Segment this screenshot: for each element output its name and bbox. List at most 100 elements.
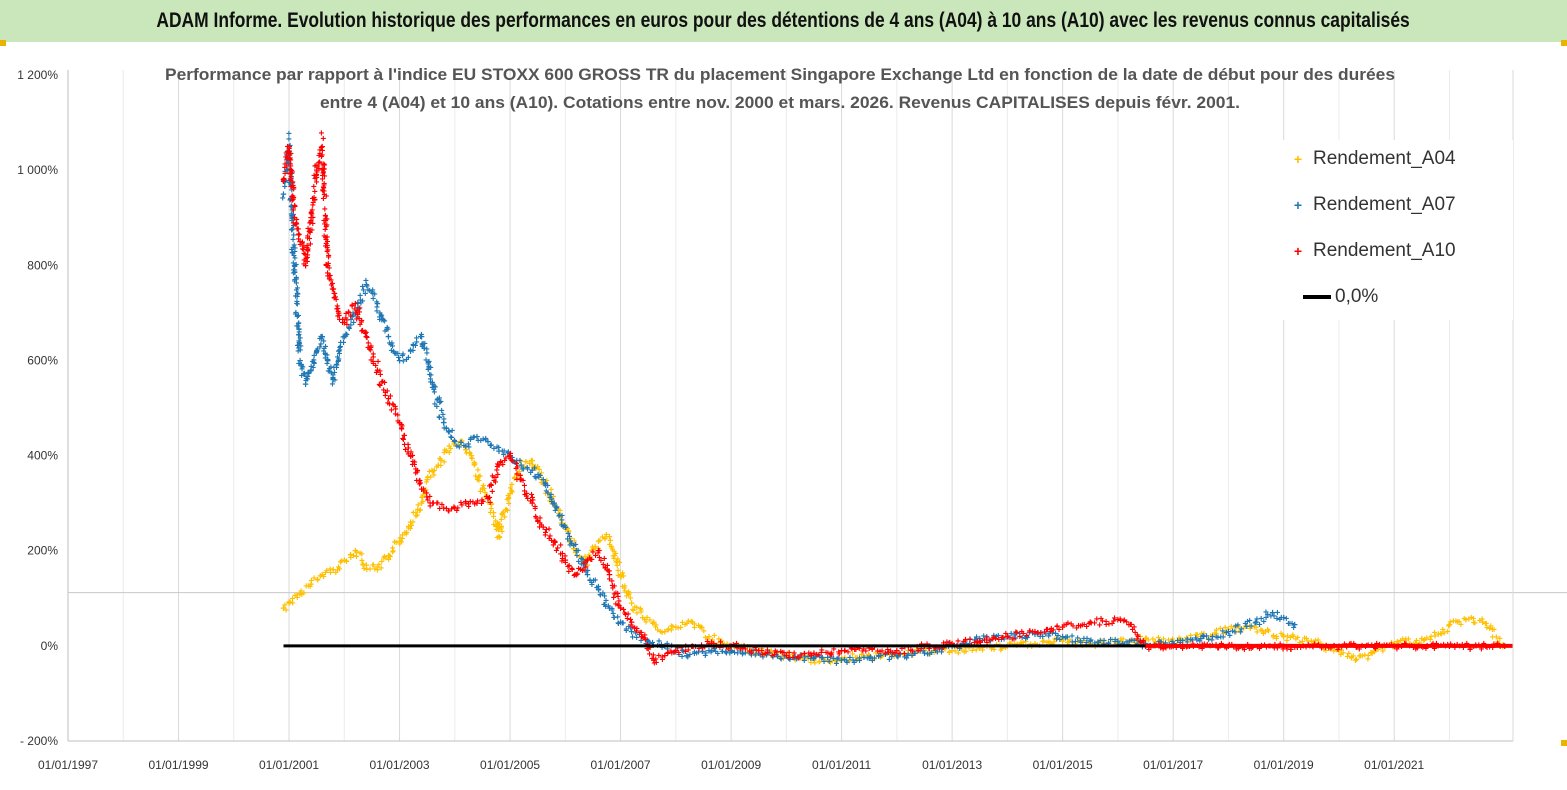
data-point-fill: + [1125, 637, 1131, 648]
data-point-fill: + [887, 650, 893, 661]
data-point-fill: + [1248, 622, 1254, 633]
data-point-fill: + [1112, 635, 1118, 646]
data-point: + [490, 508, 496, 520]
data-point-fill: + [842, 653, 848, 664]
data-point-fill: + [1235, 620, 1241, 631]
data-point-fill: + [1092, 642, 1098, 653]
data-point-fill: + [821, 657, 827, 668]
data-point-fill: + [1284, 636, 1290, 647]
data-point-fill: + [295, 347, 301, 358]
data-point-fill: + [450, 437, 456, 448]
data-point-fill: + [362, 289, 368, 300]
data-point-fill: + [835, 653, 841, 664]
data-point-fill: + [910, 649, 916, 660]
data-point-fill: + [675, 623, 681, 634]
data-point-fill: + [427, 370, 433, 381]
data-point-fill: + [284, 147, 290, 158]
y-tick-label: 1 200% [17, 68, 58, 82]
data-point-fill: + [991, 632, 997, 643]
data-point-fill: + [1083, 638, 1089, 649]
data-point-fill: + [610, 546, 616, 557]
data-point: + [949, 646, 955, 658]
data-point-fill: + [844, 658, 850, 669]
data-point-fill: + [711, 639, 717, 650]
data-point-fill: + [446, 427, 452, 438]
data-point: + [1292, 619, 1298, 631]
data-point-fill: + [732, 648, 738, 659]
data-point-fill: + [1311, 637, 1317, 648]
data-point-fill: + [282, 163, 288, 174]
data-point-fill: + [1251, 622, 1257, 633]
data-point-fill: + [367, 565, 373, 576]
data-point-fill: + [443, 424, 449, 435]
data-point-fill: + [1428, 632, 1434, 643]
data-point-fill: + [548, 485, 554, 496]
data-point-fill: + [424, 345, 430, 356]
data-point-fill: + [324, 566, 330, 577]
data-point-fill: + [581, 557, 587, 568]
data-point-fill: + [574, 551, 580, 562]
data-point-fill: + [1290, 631, 1296, 642]
data-point-fill: + [1150, 634, 1156, 645]
data-point-fill: + [808, 658, 814, 669]
data-point-fill: + [1477, 616, 1483, 627]
data-point-fill: + [284, 166, 290, 177]
x-tick-label: 01/01/2011 [812, 758, 871, 772]
data-point-fill: + [281, 177, 287, 188]
data-point-fill: + [941, 643, 947, 654]
data-point-fill: + [322, 349, 328, 360]
data-point-fill: + [291, 251, 297, 262]
data-point-fill: + [285, 154, 291, 165]
data-point-fill: + [410, 508, 416, 519]
data-point-fill: + [410, 518, 416, 529]
data-point-fill: + [1072, 637, 1078, 648]
data-point-fill: + [868, 653, 874, 664]
data-point-fill: + [415, 505, 421, 516]
data-point-fill: + [557, 512, 563, 523]
data-point: + [363, 560, 369, 572]
data-point-fill: + [437, 455, 443, 466]
data-point-fill: + [1193, 631, 1199, 642]
data-point-fill: + [566, 537, 572, 548]
data-point-fill: + [485, 498, 491, 509]
data-point: + [291, 260, 297, 272]
data-point-fill: + [421, 344, 427, 355]
data-point-fill: + [351, 310, 357, 321]
data-point-fill: + [701, 627, 707, 638]
data-point-fill: + [850, 650, 856, 661]
data-point-fill: + [410, 341, 416, 352]
data-point-fill: + [1084, 634, 1090, 645]
data-point-fill: + [288, 194, 294, 205]
data-point-fill: + [1491, 625, 1497, 636]
data-point-fill: + [844, 657, 850, 668]
data-point-fill: + [1145, 635, 1151, 646]
data-point-fill: + [599, 533, 605, 544]
data-point-fill: + [381, 553, 387, 564]
data-point-fill: + [1487, 624, 1493, 635]
data-point-fill: + [297, 240, 303, 251]
data-point-fill: + [545, 488, 551, 499]
data-point: + [838, 653, 844, 665]
data-point-fill: + [659, 643, 665, 654]
data-point-fill: + [286, 146, 292, 157]
data-point-fill: + [1271, 611, 1277, 622]
data-point-fill: + [725, 645, 731, 656]
data-point-fill: + [1212, 629, 1218, 640]
data-point-fill: + [925, 649, 931, 660]
data-point-fill: + [296, 339, 302, 350]
data-point-fill: + [834, 654, 840, 665]
data-point-fill: + [292, 268, 298, 279]
data-point: + [783, 650, 789, 662]
data-point-fill: + [294, 286, 300, 297]
data-point-fill: + [535, 462, 541, 473]
data-point-fill: + [1176, 634, 1182, 645]
data-point-fill: + [655, 625, 661, 636]
data-point-fill: + [464, 448, 470, 459]
data-point-fill: + [282, 160, 288, 171]
data-point-fill: + [1234, 622, 1240, 633]
data-point-fill: + [390, 548, 396, 559]
data-point-fill: + [711, 631, 717, 642]
data-point-fill: + [290, 594, 296, 605]
data-point-fill: + [471, 460, 477, 471]
data-point-fill: + [308, 209, 314, 220]
